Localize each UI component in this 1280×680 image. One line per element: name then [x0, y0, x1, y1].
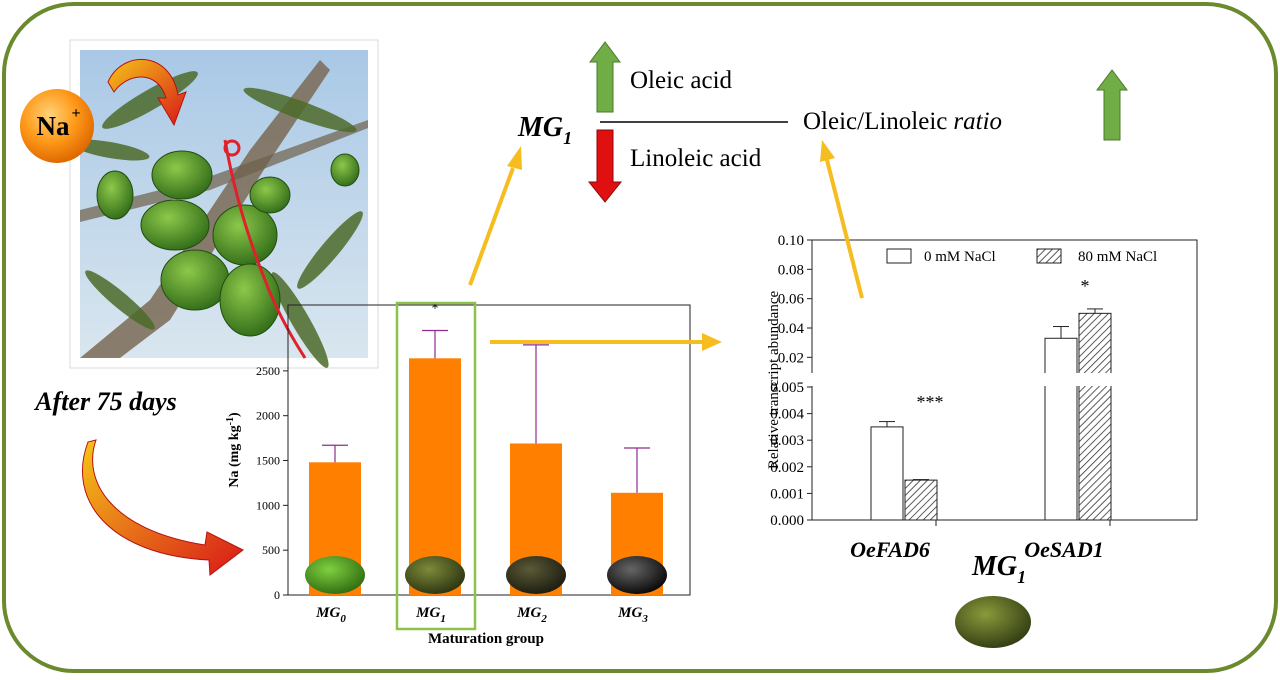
legend-swatch-control: [886, 248, 912, 264]
chart2-y-tick-label: 0.06: [778, 292, 805, 308]
chart1-x-tick-label: MG1: [415, 605, 446, 625]
chart2-bar: [904, 479, 938, 521]
chart1-x-axis-label: Maturation group: [428, 631, 544, 647]
chart1-significance: *: [432, 302, 439, 317]
curved-arrow-icon: [107, 59, 187, 127]
mg1-bottom-label: MG1: [971, 551, 1026, 587]
chart2-legend: 0 mM NaCl 80 mM NaCl: [886, 248, 1157, 265]
arrow-to-ratio-icon: [825, 159, 864, 299]
effects-panel: MG1 Oleic acid Linoleic acid Oleic/Linol…: [517, 41, 1128, 203]
down-arrow-icon: [587, 129, 623, 203]
up-arrow-icon: [589, 41, 621, 113]
chart2-y-axis-label: Relative transcript abundance: [766, 291, 782, 470]
chart2-y-tick-label: 0.02: [778, 350, 804, 366]
chart2-y-tick-label: 0.005: [770, 380, 804, 396]
transcript-bar-chart: 0.000 0.001 0.002 0.003 0.004 0.005 0.02 0.04 0.…: [766, 233, 1198, 562]
chart1-x-tick-label: MG0: [315, 605, 346, 625]
chart1-x-tick-label: MG3: [617, 605, 648, 625]
chart2-significance: *: [1081, 276, 1090, 296]
chart1-y-tick-label: 2500: [256, 364, 280, 378]
chart2-y-tick-label: 0.10: [778, 233, 804, 249]
chart2-y-tick-label: 0.04: [778, 321, 805, 337]
curved-arrow-icon-2: [82, 439, 244, 576]
chart2-bar: [870, 426, 904, 521]
chart1-olive-image: [506, 556, 566, 594]
chart2-y-tick-label: 0.000: [770, 513, 804, 529]
chart2-x-tick-label: OeFAD6: [850, 537, 930, 562]
olive-image: [955, 596, 1031, 648]
chart2-y-tick-label: 0.003: [770, 433, 804, 449]
sodium-charge: +: [71, 105, 80, 122]
chart1-y-tick-label: 1500: [256, 454, 280, 468]
chart2-y-tick-label: 0.001: [770, 486, 804, 502]
chart1-y-tick-label: 1000: [256, 498, 280, 512]
chart1-highlight-box: [395, 301, 477, 631]
chart2-axis-break: [806, 373, 820, 386]
chart2-significance: ***: [917, 392, 944, 412]
legend-swatch-salt: [1036, 248, 1062, 264]
olive-photo: [69, 39, 379, 369]
connector-arrows: [468, 140, 864, 351]
chart1-y-tick-label: 0: [274, 588, 280, 602]
sodium-symbol: Na: [37, 111, 70, 141]
chart1-bar: [409, 358, 461, 595]
arrow-to-mg1-icon: [468, 167, 515, 286]
legend-label-control: 0 mM NaCl: [924, 249, 996, 265]
chart1-olive-image: [305, 556, 365, 594]
ratio-up-arrow-icon: [1096, 69, 1128, 141]
chart2-bar: [1044, 337, 1078, 521]
chart1-x-tick-label: MG2: [516, 605, 547, 625]
chart2-y-tick-label: 0.08: [778, 262, 804, 278]
chart2-x-tick-label: OeSAD1: [1024, 537, 1103, 562]
chart1-olive-image: [405, 556, 465, 594]
effects-group-label: MG1: [517, 112, 572, 148]
chart2-bar-break: [1040, 373, 1120, 386]
svg-text:Na: Na: [37, 111, 70, 141]
oleic-label: Oleic acid: [630, 67, 733, 94]
sodium-ion-badge: Na +: [20, 89, 94, 163]
chart1-y-tick-label: 500: [262, 543, 280, 557]
linoleic-label: Linoleic acid: [630, 145, 762, 172]
sodium-bar-chart: 0 500 1000 1500 2000 2500 Na (mg kg-1) MG0 * MG1 M…: [225, 301, 691, 647]
chart1-plot-frame: [287, 304, 691, 596]
chart2-bar: [1078, 312, 1112, 521]
mg1-olive-panel: MG1: [955, 551, 1031, 648]
chart1-y-tick-label: 2000: [256, 409, 280, 423]
chart2-y-tick-label: 0.002: [770, 460, 804, 476]
chart1-olive-image: [607, 556, 667, 594]
ratio-label: Oleic/Linoleic ratio: [803, 108, 1002, 135]
chart1-y-ticks: 0 500 1000 1500 2000 2500: [256, 364, 288, 602]
chart1-y-axis-label: Na (mg kg-1): [225, 412, 242, 488]
chart2-y-ticks: 0.000 0.001 0.002 0.003 0.004 0.005 0.02 0.04 0.…: [770, 233, 812, 529]
legend-label-salt: 80 mM NaCl: [1078, 249, 1157, 265]
after-days-label: After 75 days: [33, 387, 177, 416]
chart2-y-tick-label: 0.004: [770, 407, 804, 423]
